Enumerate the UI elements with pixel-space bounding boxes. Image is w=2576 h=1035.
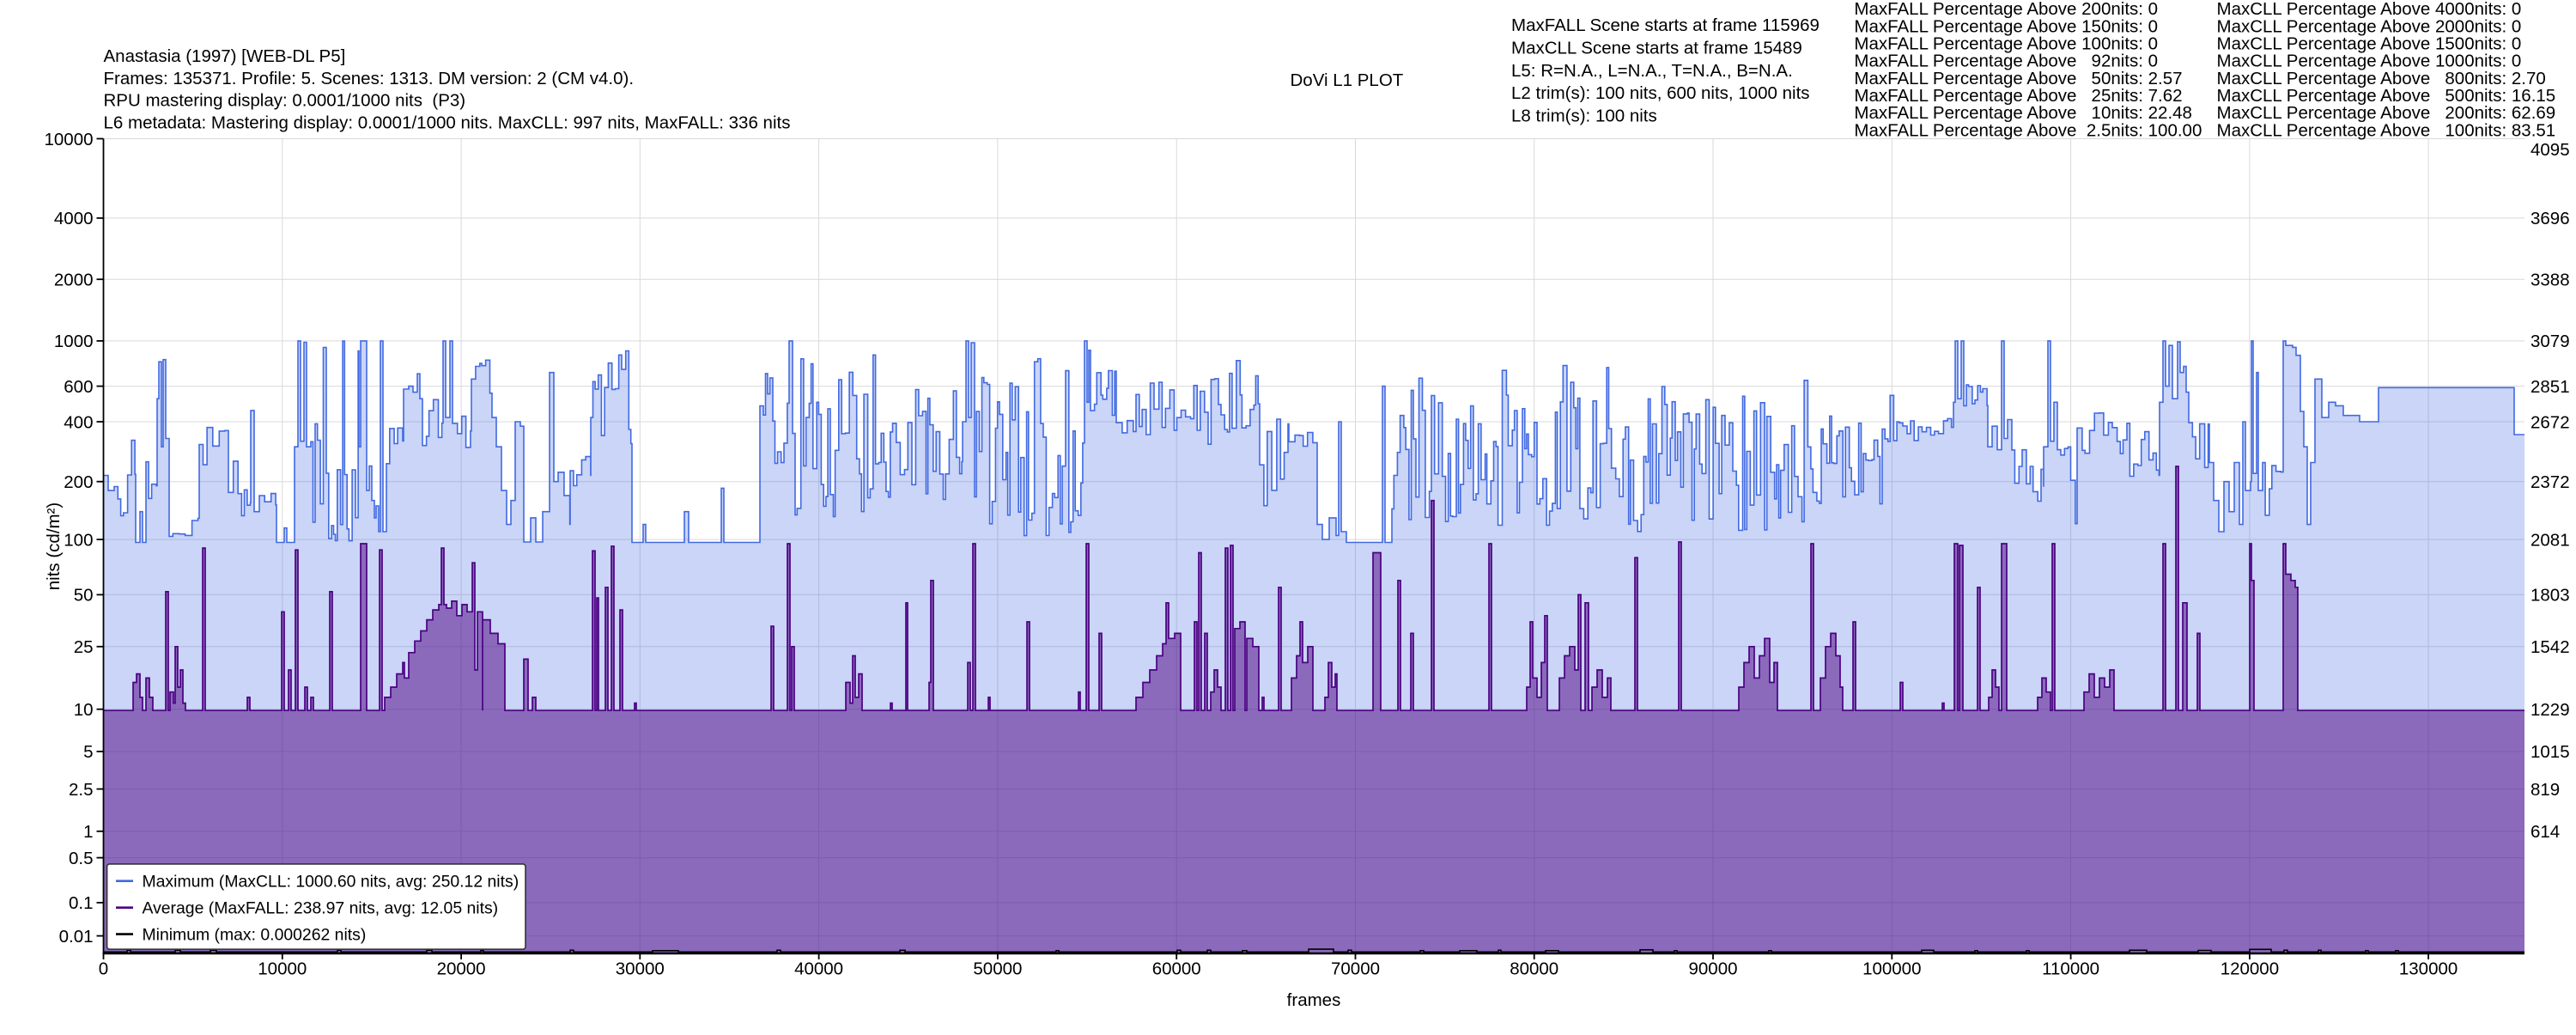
svg-text:MaxFALL Percentage Above 150ni: MaxFALL Percentage Above 150nits: 0 bbox=[1854, 16, 2158, 36]
svg-text:MaxCLL Percentage Above 1000ni: MaxCLL Percentage Above 1000nits: 0 bbox=[2217, 52, 2522, 71]
svg-text:MaxCLL Percentage Above 800n: MaxCLL Percentage Above 800nits: 2.70 bbox=[2217, 69, 2546, 88]
svg-text:Minimum (max: 0.000262 nits): Minimum (max: 0.000262 nits) bbox=[143, 926, 367, 945]
svg-text:2000: 2000 bbox=[54, 271, 94, 290]
svg-text:40000: 40000 bbox=[794, 959, 843, 979]
svg-text:3696: 3696 bbox=[2530, 209, 2570, 228]
svg-text:1000: 1000 bbox=[54, 332, 94, 351]
svg-text:L6 metadata: Mastering display: L6 metadata: Mastering display: 0.0001/1… bbox=[104, 113, 791, 133]
svg-text:60000: 60000 bbox=[1152, 959, 1201, 979]
svg-text:MaxFALL Percentage Above 2.5n: MaxFALL Percentage Above 2.5nits: 100.00 bbox=[1854, 120, 2202, 140]
svg-text:MaxCLL Percentage Above 4000ni: MaxCLL Percentage Above 4000nits: 0 bbox=[2217, 0, 2522, 19]
svg-text:10: 10 bbox=[74, 700, 94, 720]
svg-text:5: 5 bbox=[83, 742, 93, 762]
svg-text:Anastasia (1997) [WEB-DL P5]: Anastasia (1997) [WEB-DL P5] bbox=[104, 46, 346, 66]
svg-text:70000: 70000 bbox=[1331, 959, 1380, 979]
svg-text:100: 100 bbox=[64, 530, 93, 550]
svg-text:MaxFALL Percentage Above 50n: MaxFALL Percentage Above 50nits: 2.57 bbox=[1854, 69, 2182, 88]
svg-text:L8 trim(s): 100 nits: L8 trim(s): 100 nits bbox=[1511, 107, 1657, 126]
svg-text:2672: 2672 bbox=[2530, 412, 2570, 432]
svg-text:MaxFALL Percentage Above 25n: MaxFALL Percentage Above 25nits: 7.62 bbox=[1854, 86, 2182, 106]
svg-text:1229: 1229 bbox=[2530, 700, 2570, 720]
svg-text:DoVi L1 PLOT: DoVi L1 PLOT bbox=[1291, 70, 1404, 90]
svg-text:4095: 4095 bbox=[2530, 140, 2570, 160]
svg-text:2851: 2851 bbox=[2530, 377, 2570, 397]
svg-text:100000: 100000 bbox=[1862, 959, 1921, 979]
svg-text:3079: 3079 bbox=[2530, 332, 2570, 351]
svg-text:120000: 120000 bbox=[2221, 959, 2279, 979]
svg-text:MaxCLL Scene starts at frame 1: MaxCLL Scene starts at frame 15489 bbox=[1511, 38, 1802, 58]
svg-text:1542: 1542 bbox=[2530, 637, 2570, 657]
svg-text:90000: 90000 bbox=[1688, 959, 1737, 979]
svg-text:80000: 80000 bbox=[1510, 959, 1558, 979]
svg-text:50000: 50000 bbox=[973, 959, 1022, 979]
svg-text:25: 25 bbox=[74, 637, 94, 657]
svg-text:MaxFALL Percentage Above 10n: MaxFALL Percentage Above 10nits: 22.48 bbox=[1854, 103, 2192, 123]
svg-text:MaxCLL Percentage Above 200n: MaxCLL Percentage Above 200nits: 62.69 bbox=[2217, 103, 2556, 123]
svg-text:130000: 130000 bbox=[2399, 959, 2458, 979]
svg-text:1: 1 bbox=[83, 822, 93, 842]
svg-text:2.5: 2.5 bbox=[69, 780, 94, 800]
svg-text:20000: 20000 bbox=[437, 959, 486, 979]
svg-text:RPU mastering display: 0.0001/: RPU mastering display: 0.0001/1000 nits … bbox=[104, 91, 466, 111]
svg-text:0.1: 0.1 bbox=[69, 893, 94, 913]
svg-text:3388: 3388 bbox=[2530, 271, 2570, 290]
svg-text:10000: 10000 bbox=[258, 959, 307, 979]
svg-text:0.01: 0.01 bbox=[59, 927, 94, 947]
svg-text:819: 819 bbox=[2530, 780, 2560, 800]
svg-text:MaxCLL Percentage Above 2000ni: MaxCLL Percentage Above 2000nits: 0 bbox=[2217, 16, 2522, 36]
svg-text:2372: 2372 bbox=[2530, 472, 2570, 492]
svg-text:0: 0 bbox=[99, 959, 108, 979]
svg-text:200: 200 bbox=[64, 472, 93, 492]
svg-text:50: 50 bbox=[74, 586, 94, 606]
svg-text:nits (cd/m²): nits (cd/m²) bbox=[44, 502, 64, 591]
svg-text:L2 trim(s): 100 nits, 600 nits: L2 trim(s): 100 nits, 600 nits, 1000 nit… bbox=[1511, 83, 1810, 103]
svg-text:Average (MaxFALL: 238.97 nits,: Average (MaxFALL: 238.97 nits, avg: 12.0… bbox=[143, 899, 499, 918]
svg-text:4000: 4000 bbox=[54, 209, 94, 228]
svg-text:MaxCLL Percentage Above 500n: MaxCLL Percentage Above 500nits: 16.15 bbox=[2217, 86, 2556, 106]
svg-text:600: 600 bbox=[64, 377, 93, 397]
svg-text:30000: 30000 bbox=[616, 959, 665, 979]
svg-text:MaxCLL Percentage Above 100n: MaxCLL Percentage Above 100nits: 83.51 bbox=[2217, 120, 2556, 140]
svg-text:400: 400 bbox=[64, 412, 93, 432]
svg-text:614: 614 bbox=[2530, 822, 2560, 842]
svg-text:Maximum (MaxCLL: 1000.60 nits,: Maximum (MaxCLL: 1000.60 nits, avg: 250.… bbox=[143, 873, 519, 892]
svg-text:MaxFALL Percentage Above 100ni: MaxFALL Percentage Above 100nits: 0 bbox=[1854, 34, 2158, 54]
svg-text:MaxCLL Percentage Above 1500ni: MaxCLL Percentage Above 1500nits: 0 bbox=[2217, 34, 2522, 54]
svg-text:L5: R=N.A., L=N.A., T=N.A., B=: L5: R=N.A., L=N.A., T=N.A., B=N.A. bbox=[1511, 61, 1793, 81]
svg-text:Frames: 135371. Profile: 5. Sc: Frames: 135371. Profile: 5. Scenes: 1313… bbox=[104, 69, 635, 88]
svg-text:1803: 1803 bbox=[2530, 586, 2570, 606]
svg-text:1015: 1015 bbox=[2530, 742, 2570, 762]
svg-text:frames: frames bbox=[1287, 990, 1341, 1010]
svg-text:2081: 2081 bbox=[2530, 530, 2570, 550]
svg-text:0.5: 0.5 bbox=[69, 849, 94, 868]
svg-text:110000: 110000 bbox=[2042, 959, 2099, 979]
svg-text:MaxFALL Percentage Above 200ni: MaxFALL Percentage Above 200nits: 0 bbox=[1854, 0, 2158, 19]
svg-text:10000: 10000 bbox=[44, 130, 93, 149]
svg-text:MaxFALL Scene starts at frame: MaxFALL Scene starts at frame 115969 bbox=[1511, 15, 1820, 35]
svg-text:MaxFALL Percentage Above 92n: MaxFALL Percentage Above 92nits: 0 bbox=[1854, 52, 2158, 71]
